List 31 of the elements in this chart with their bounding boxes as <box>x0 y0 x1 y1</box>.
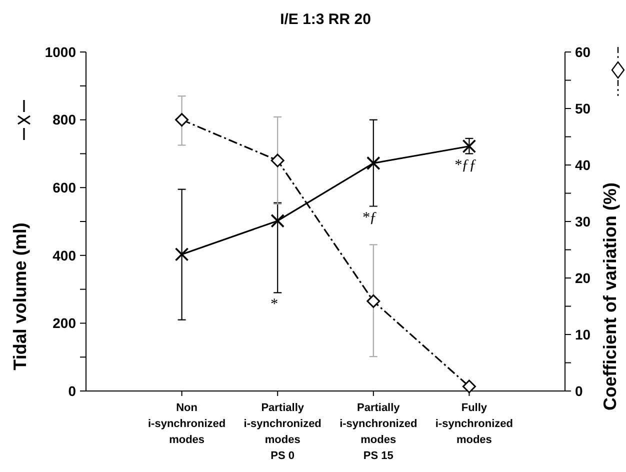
y-tick-label: 600 <box>52 180 76 196</box>
point <box>462 380 476 394</box>
annotation: *ƒƒ <box>454 158 476 174</box>
y2-tick-label: 30 <box>575 213 591 230</box>
y-tick-label: 400 <box>52 247 76 264</box>
x-tick-label: Fully i-synchronized modes <box>435 402 514 446</box>
y2-tick-label: 10 <box>575 326 591 342</box>
point <box>175 113 189 127</box>
y-tick-label: 200 <box>52 315 76 332</box>
y-tick-label: 1000 <box>44 44 76 60</box>
point <box>462 139 476 154</box>
point <box>270 214 284 228</box>
y-axis-title: Tidal volume (ml) <box>10 222 30 370</box>
y2-tick-label: 20 <box>575 270 591 286</box>
y2-tick-label: 60 <box>575 44 591 60</box>
point <box>366 156 380 170</box>
point <box>366 294 380 308</box>
x-tick-label: Partially i-synchronized modes PS 0 <box>244 402 322 462</box>
annotation: *ƒ <box>362 210 377 226</box>
y2-axis-title: Coefficient of variation (%) <box>600 182 620 411</box>
chart-title: I/E 1:3 RR 20 <box>280 11 371 28</box>
y2-tick-label: 50 <box>575 100 591 116</box>
x-tick-label: Partially i-synchronized modes PS 15 <box>340 402 418 462</box>
annotation: * <box>270 296 278 313</box>
y-tick-label: 800 <box>52 112 76 128</box>
point <box>270 154 284 168</box>
y2-tick-label: 0 <box>575 382 583 399</box>
y-tick-label: 0 <box>68 382 76 399</box>
point <box>174 247 189 262</box>
x-tick-label: Non i-synchronized modes <box>148 402 226 446</box>
y2-tick-label: 40 <box>575 156 591 173</box>
